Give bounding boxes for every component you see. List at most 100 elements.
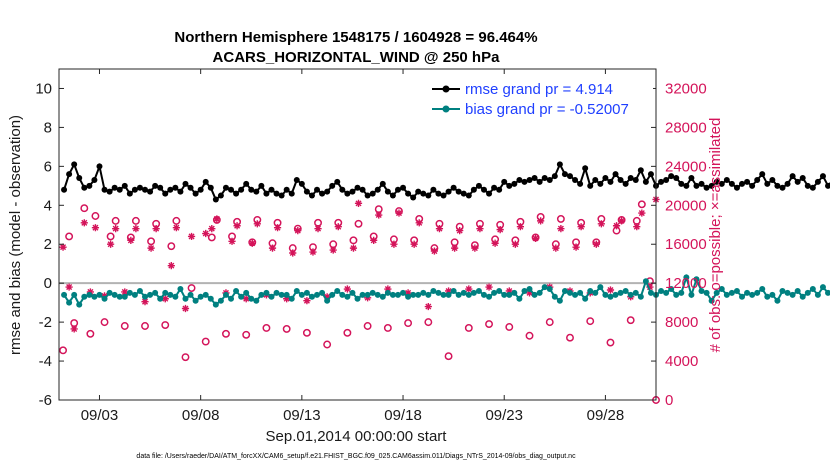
bias-point xyxy=(764,293,771,300)
rmse-point xyxy=(728,180,735,187)
rmse-point xyxy=(531,175,538,182)
obs-possible-marker xyxy=(383,324,392,332)
bias-point xyxy=(248,295,255,302)
bias-point xyxy=(126,289,133,296)
y-tick-label: 2 xyxy=(44,236,52,253)
rmse-point xyxy=(546,176,553,183)
rmse-point xyxy=(91,176,98,183)
rmse-point xyxy=(486,190,493,197)
obs-assimilated-marker xyxy=(537,217,545,225)
rmse-point xyxy=(389,192,396,199)
bias-point xyxy=(480,291,487,298)
bias-point xyxy=(116,293,123,300)
bias-point xyxy=(394,291,401,298)
rmse-point xyxy=(293,176,300,183)
rmse-point xyxy=(303,188,310,195)
rmse-point xyxy=(723,176,730,183)
legend-label-bias: bias grand pr = -0.52007 xyxy=(465,101,629,118)
obs-assimilated-marker xyxy=(283,295,291,303)
obs-count-layer xyxy=(59,195,660,404)
rmse-point xyxy=(759,171,766,178)
bias-point xyxy=(759,286,766,293)
bias-point xyxy=(602,291,609,298)
rmse-point xyxy=(415,188,422,195)
obs-assimilated-marker xyxy=(577,223,585,231)
obs-assimilated-marker xyxy=(314,225,322,233)
bias-point xyxy=(207,295,214,302)
bias-point xyxy=(177,286,184,293)
obs-possible-marker xyxy=(606,338,615,347)
obs-possible-marker xyxy=(80,204,89,213)
rmse-point xyxy=(248,186,255,193)
rmse-point xyxy=(460,190,467,197)
obs-assimilated-marker xyxy=(161,295,169,303)
chart-title-line2: ACARS_HORIZONTAL_WIND @ 250 hPa xyxy=(213,49,501,66)
rmse-point xyxy=(202,178,209,185)
bias-point xyxy=(319,289,326,296)
rmse-point xyxy=(592,176,599,183)
bias-point xyxy=(354,295,361,302)
obs-possible-marker xyxy=(566,333,574,342)
rmse-point xyxy=(698,180,705,187)
bias-point xyxy=(324,297,331,304)
obs-assimilated-marker xyxy=(303,297,311,305)
rmse-point xyxy=(647,171,654,178)
bias-point xyxy=(678,289,685,296)
bias-point xyxy=(637,293,644,300)
rmse-point xyxy=(116,186,123,193)
bias-point xyxy=(799,293,806,300)
bias-point xyxy=(794,287,801,294)
rmse-point xyxy=(222,184,229,191)
bias-point xyxy=(592,289,599,296)
bias-point xyxy=(308,293,315,300)
rmse-point xyxy=(693,182,700,189)
obs-possible-marker xyxy=(282,324,291,333)
obs-possible-marker xyxy=(181,353,190,362)
obs-possible-marker xyxy=(464,324,473,332)
bias-point xyxy=(663,289,670,296)
bias-point xyxy=(389,291,396,298)
bias-point xyxy=(733,287,740,294)
y-axis-label: rmse and bias (model - observation) xyxy=(7,115,24,355)
rmse-point xyxy=(71,161,78,168)
obs-assimilated-marker xyxy=(444,287,453,295)
tick-layer: -6 -4 -2 0 2 4 6 8 10 0 4000 8000 12000 16000 20000 240… xyxy=(35,69,707,424)
rmse-point xyxy=(642,178,649,185)
obs-assimilated-marker xyxy=(465,285,473,293)
bias-point xyxy=(587,287,594,294)
obs-assimilated-marker xyxy=(485,283,493,291)
bias-point xyxy=(825,289,830,296)
rmse-point xyxy=(480,186,487,193)
x-tick-label: 09/08 xyxy=(182,407,220,424)
obs-possible-marker xyxy=(302,328,311,337)
rmse-point xyxy=(465,192,472,199)
bias-point xyxy=(344,293,351,300)
rmse-point xyxy=(349,188,356,195)
rmse-point xyxy=(663,176,670,183)
bias-point xyxy=(293,287,300,294)
obs-possible-marker xyxy=(354,219,363,228)
bias-point xyxy=(496,287,503,294)
bias-point xyxy=(693,276,700,283)
obs-assimilated-marker xyxy=(294,227,302,235)
obs-assimilated-marker xyxy=(107,240,115,248)
obs-assimilated-marker xyxy=(181,304,190,313)
obs-assimilated-marker xyxy=(253,220,261,228)
rmse-point xyxy=(420,190,427,197)
obs-assimilated-marker xyxy=(612,222,621,230)
y-tick-label: -6 xyxy=(39,392,52,409)
bias-point xyxy=(804,289,811,296)
rmse-point xyxy=(496,186,503,193)
rmse-point xyxy=(632,176,639,183)
rmse-point xyxy=(551,173,558,180)
rmse-point xyxy=(744,178,751,185)
bias-point xyxy=(202,291,209,298)
bias-point xyxy=(647,289,654,296)
bias-point xyxy=(739,293,746,300)
plot-frame xyxy=(58,68,657,401)
rmse-point xyxy=(379,180,386,187)
obs-possible-marker xyxy=(65,232,74,241)
obs-assimilated-marker xyxy=(213,215,221,223)
obs-possible-marker xyxy=(167,242,176,251)
